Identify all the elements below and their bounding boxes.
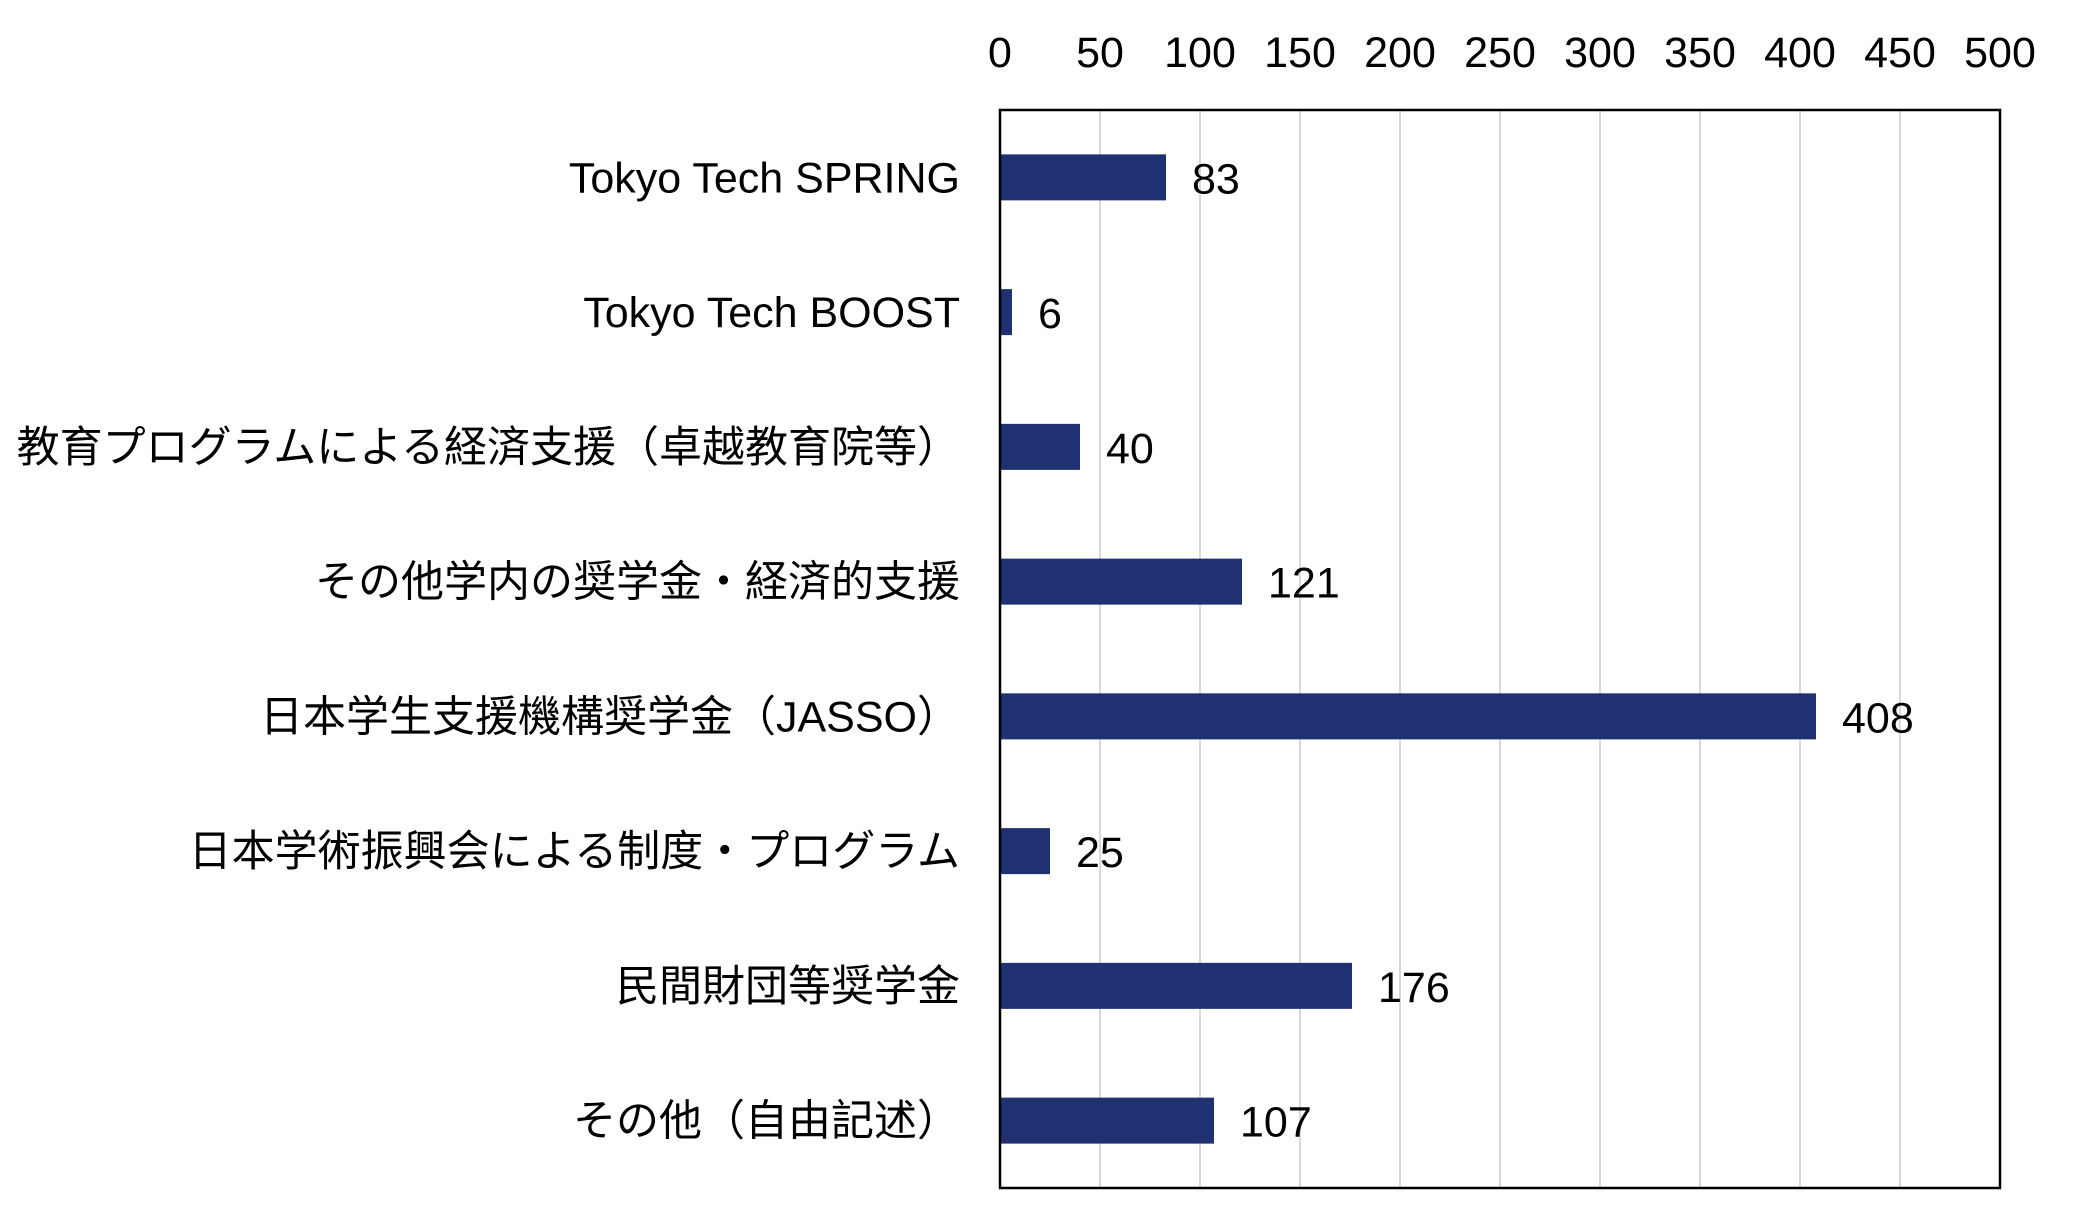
category-label: Tokyo Tech SPRING xyxy=(569,154,960,202)
category-label: Tokyo Tech BOOST xyxy=(583,289,960,337)
data-label: 176 xyxy=(1378,964,1450,1012)
x-tick-label: 250 xyxy=(1464,29,1536,77)
bar xyxy=(1000,1097,1214,1144)
category-label: 日本学生支援機構奨学金（JASSO） xyxy=(260,693,960,741)
x-tick-label: 350 xyxy=(1664,29,1736,77)
bar xyxy=(1000,558,1242,605)
x-tick-label: 150 xyxy=(1264,29,1336,77)
bar xyxy=(1000,693,1816,740)
plot-frame xyxy=(998,108,2002,1190)
data-label: 40 xyxy=(1106,425,1154,473)
data-label: 107 xyxy=(1240,1099,1312,1147)
x-tick-label: 450 xyxy=(1864,29,1936,77)
category-label: 民間財団等奨学金 xyxy=(616,963,960,1011)
data-label: 408 xyxy=(1842,694,1914,742)
category-label: 日本学術振興会による制度・プログラム xyxy=(189,828,960,876)
x-tick-label: 50 xyxy=(1076,29,1124,77)
category-label: その他（自由記述） xyxy=(573,1098,960,1146)
bar xyxy=(1000,962,1352,1009)
x-tick-label: 400 xyxy=(1764,29,1836,77)
x-tick-label: 300 xyxy=(1564,29,1636,77)
category-labels: Tokyo Tech SPRING Tokyo Tech BOOST 教育プログラム… xyxy=(17,154,960,1145)
x-tick-label: 500 xyxy=(1964,29,2036,77)
x-tick-label: 200 xyxy=(1364,29,1436,77)
data-label: 25 xyxy=(1076,829,1124,877)
data-labels: 83 6 40 121 408 25 176 107 xyxy=(1038,155,1914,1146)
data-label: 121 xyxy=(1268,560,1340,608)
category-label: その他学内の奨学金・経済的支援 xyxy=(315,559,960,607)
gridlines xyxy=(1099,110,1901,1188)
bar xyxy=(1000,154,1166,201)
bar xyxy=(1000,828,1050,875)
bar xyxy=(1000,289,1012,336)
data-label: 83 xyxy=(1192,155,1240,203)
bars xyxy=(1000,154,1816,1144)
category-label: 教育プログラムによる経済支援（卓越教育院等） xyxy=(17,424,960,472)
x-tick-label: 0 xyxy=(988,29,1012,77)
x-tick-label: 100 xyxy=(1164,29,1236,77)
data-label: 6 xyxy=(1038,290,1062,338)
x-axis-ticks: 0 50 100 150 200 250 300 350 400 450 500 xyxy=(988,29,2036,77)
bar xyxy=(1000,423,1080,470)
